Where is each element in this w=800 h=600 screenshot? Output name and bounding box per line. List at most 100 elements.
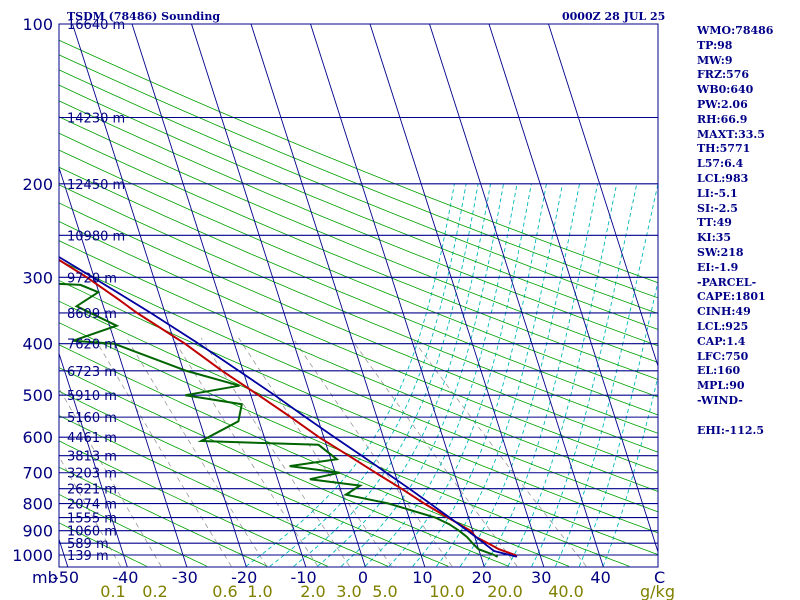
dry-adiabat-line	[59, 522, 147, 567]
dry-adiabat-line	[59, 39, 658, 284]
pressure-tick-label: 1000	[12, 546, 53, 565]
height-label: 3203 m	[67, 467, 117, 482]
index-line	[697, 409, 797, 424]
isotherm-line	[0, 0, 12, 577]
moist-adiabat-line	[483, 183, 599, 567]
moist-adiabat-line	[459, 183, 580, 567]
x-axis-unit-label: C	[654, 568, 665, 587]
dry-adiabat-line	[59, 367, 509, 567]
height-label: 5910 m	[67, 389, 117, 404]
mixing-ratio-tick-label: 10.0	[429, 582, 465, 600]
dry-adiabat-line	[59, 166, 658, 416]
temperature-curve	[59, 258, 518, 558]
y-axis-label: mb	[32, 568, 58, 587]
mixing-ratio-line	[200, 337, 350, 567]
sounding-datetime: 0000Z 28 JUL 25	[562, 10, 666, 23]
dry-adiabat-line	[59, 202, 658, 453]
dry-adiabat-line	[59, 149, 658, 398]
index-line: TT:49	[697, 216, 732, 230]
sounding-title: TSDM (78486) Sounding	[67, 10, 221, 23]
index-line: RH:66.9	[697, 112, 748, 126]
pressure-tick-label: 600	[22, 428, 53, 447]
index-line: EI:-1.9	[697, 260, 739, 274]
dry-adiabat-line	[59, 415, 389, 567]
height-label: 139 m	[67, 549, 109, 564]
height-labels: 16640 m 14230 m 12450 m 10980 m 9720 m 8609 m…	[67, 18, 125, 564]
moist-adiabat-line	[364, 183, 518, 567]
pressure-tick-label: 200	[22, 175, 53, 194]
height-label: 3813 m	[67, 450, 117, 465]
index-line: CAPE:1801	[697, 290, 766, 304]
isotherm-line	[131, 24, 307, 567]
dry-adiabat-line	[59, 390, 449, 567]
height-label: 12450 m	[67, 178, 125, 193]
index-line: CINH:49	[697, 305, 751, 319]
moist-adiabat-line	[507, 183, 618, 567]
index-line: MAXT:33.5	[697, 127, 765, 141]
dry-adiabat-line	[59, 132, 658, 380]
index-line: EHI:-112.5	[697, 423, 764, 437]
index-line: SI:-2.5	[697, 201, 738, 215]
height-label: 7620 m	[67, 338, 117, 353]
index-line: SW:218	[697, 245, 744, 259]
index-line: -PARCEL-	[697, 275, 757, 289]
mixing-ratio-unit-label: g/kg	[640, 582, 675, 600]
isotherm-line	[59, 166, 188, 567]
temperature-tick-label: -30	[172, 568, 198, 587]
moist-adiabat-line	[602, 374, 658, 567]
height-label: 9720 m	[67, 271, 117, 286]
dry-adiabat-line	[59, 69, 658, 314]
height-label: 14230 m	[67, 112, 125, 127]
dry-adiabat-line	[59, 466, 268, 567]
dry-adiabat-line	[59, 322, 630, 567]
index-line: -WIND-	[697, 393, 743, 407]
mixing-ratio-tick-label: 3.0	[336, 582, 361, 600]
index-line: TP:98	[697, 38, 733, 52]
moist-adiabat-line	[245, 183, 455, 567]
mixing-ratio-tick-label: 2.0	[300, 582, 325, 600]
height-label: 8609 m	[67, 307, 117, 322]
index-line: MPL:90	[697, 379, 745, 393]
dewpoint-curve	[59, 282, 499, 558]
temperature-tick-label: 10	[412, 568, 432, 587]
mixing-ratio-line	[59, 387, 162, 567]
dry-adiabat-line	[59, 440, 328, 567]
dry-adiabat-line	[59, 100, 658, 347]
moist-adiabat-line	[436, 183, 563, 567]
mixing-ratio-line	[238, 337, 392, 567]
height-label: 1555 m	[67, 512, 117, 527]
height-label: 1060 m	[67, 525, 117, 540]
index-line: CAP:1.4	[697, 334, 746, 348]
mixing-ratio-line	[350, 337, 518, 567]
mixing-ratio-line	[292, 337, 453, 567]
isotherm-line	[59, 537, 69, 567]
isotherm-lines	[0, 0, 658, 577]
dry-adiabat-line	[59, 344, 570, 567]
mixing-ratio-line	[59, 455, 121, 567]
plot-area	[0, 0, 658, 577]
height-label: 2074 m	[67, 498, 117, 513]
mixing-ratio-tick-labels: 0.1 0.2 0.6 1.0 2.0 3.0 5.0 10.0 20.0 40.0	[100, 582, 584, 600]
temperature-tick-label: 30	[531, 568, 551, 587]
index-line: LI:-5.1	[697, 186, 738, 200]
index-line: LFC:750	[697, 349, 749, 363]
index-line: WB0:640	[697, 83, 754, 97]
dry-adiabat-line	[59, 493, 208, 567]
moist-adiabat-lines	[245, 183, 658, 567]
dry-adiabat-line	[59, 280, 658, 534]
index-line: PW:2.06	[697, 97, 748, 111]
index-line: TH:5771	[697, 142, 751, 156]
height-label: 6723 m	[67, 365, 117, 380]
isotherm-line	[72, 24, 247, 567]
moist-adiabat-line	[388, 183, 532, 567]
isotherm-line	[429, 24, 604, 567]
height-label: 2621 m	[67, 483, 117, 498]
dry-adiabat-line	[59, 221, 658, 472]
mixing-ratio-tick-label: 5.0	[372, 582, 397, 600]
index-line: FRZ:576	[697, 68, 750, 82]
height-label: 5160 m	[67, 411, 117, 426]
temperature-tick-label: -40	[112, 568, 138, 587]
height-label: 589 m	[67, 537, 109, 552]
pressure-tick-labels: 100 200 300 400 500 600 700 800 900 1000	[12, 15, 53, 565]
dry-adiabat-line	[59, 300, 658, 556]
